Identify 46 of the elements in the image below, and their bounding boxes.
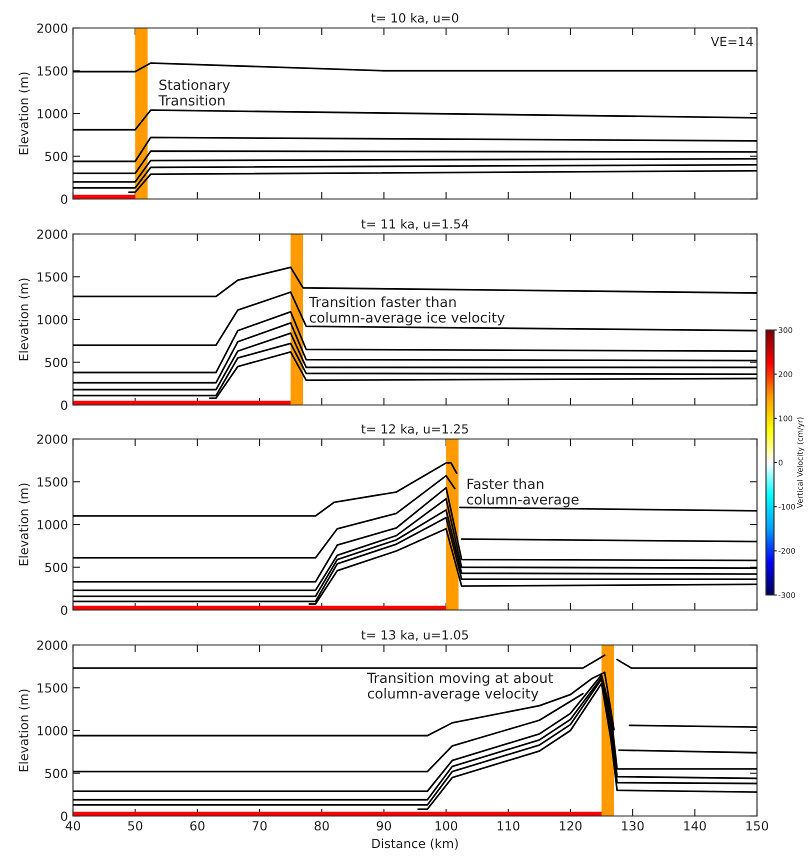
annotation: Transition faster than column-average ice velocity <box>308 296 505 326</box>
x-tick-label: 70 <box>252 821 267 831</box>
chart-title: t= 13 ka, u=1.05 <box>361 630 468 641</box>
y-tick-label: 1000 <box>38 314 68 324</box>
x-tick-label: 40 <box>66 821 80 831</box>
y-tick-label: 2000 <box>37 434 68 444</box>
y-axis-title: Elevation (m) <box>18 484 30 566</box>
x-tick-label: 80 <box>314 821 329 831</box>
y-tick-label: 500 <box>45 768 68 778</box>
y-tick-label: 0 <box>61 605 68 615</box>
y-tick-label: 1000 <box>38 520 68 530</box>
x-tick-label: 50 <box>128 821 142 831</box>
y-tick-label: 2000 <box>37 23 68 33</box>
x-axis-title: Distance (km) <box>372 838 458 850</box>
x-tick-label: 100 <box>436 821 458 831</box>
y-tick-label: 2000 <box>37 640 68 650</box>
y-tick-label: 2000 <box>37 229 68 239</box>
y-axis-title: Elevation (m) <box>18 278 30 360</box>
y-tick-label: 500 <box>45 358 68 368</box>
x-tick-label: 90 <box>376 821 392 831</box>
x-tick-label: 60 <box>190 821 204 831</box>
y-tick-label: 0 <box>61 400 68 410</box>
y-axis-title: Elevation (m) <box>18 72 30 154</box>
y-tick-label: 1000 <box>38 726 68 736</box>
annotation: Stationary Transition <box>158 79 230 106</box>
chart-title: t= 10 ka, u=0 <box>371 12 458 24</box>
chart-title: t= 11 ka, u=1.54 <box>361 218 468 230</box>
annotation: VE=14 <box>710 36 753 46</box>
x-tick-label: 130 <box>622 821 644 831</box>
y-tick-label: 1500 <box>38 683 68 693</box>
y-tick-label: 1500 <box>38 477 68 487</box>
y-tick-label: 0 <box>61 194 68 204</box>
y-tick-label: 0 <box>61 811 68 821</box>
x-tick-label: 120 <box>560 821 582 831</box>
x-tick-label: 140 <box>684 821 706 831</box>
x-tick-label: 110 <box>498 821 520 831</box>
x-tick-label: 150 <box>746 821 768 831</box>
y-tick-label: 1500 <box>38 66 68 76</box>
y-tick-label: 1000 <box>38 108 68 118</box>
annotation: Faster than column-average <box>467 478 579 508</box>
chart-title: t= 12 ka, u=1.25 <box>361 424 468 435</box>
y-axis-title: Elevation (m) <box>18 690 30 772</box>
y-tick-label: 500 <box>45 152 68 162</box>
annotation: Transition moving at about column-average velocity <box>367 672 553 702</box>
y-tick-label: 1500 <box>38 272 68 282</box>
y-tick-label: 500 <box>45 562 68 572</box>
